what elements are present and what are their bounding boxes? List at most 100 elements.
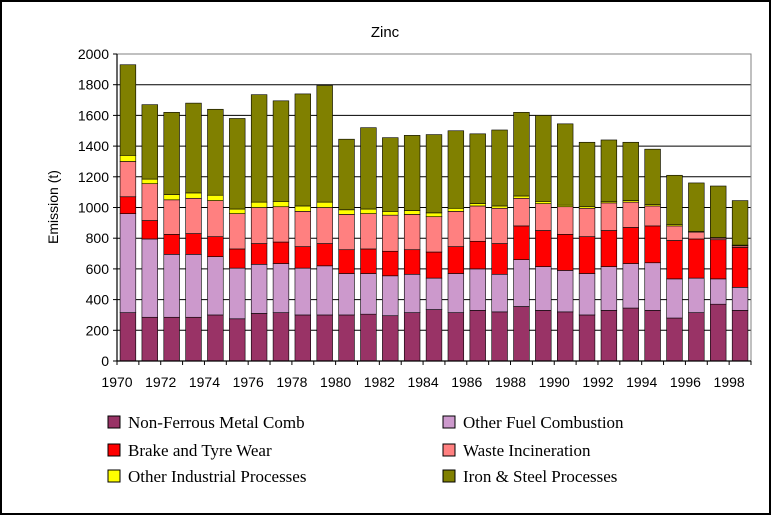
bar-segment-1977-5 bbox=[272, 100, 290, 202]
legend: Non-Ferrous Metal Comb Other Fuel Combust… bbox=[107, 413, 624, 486]
bar-segment-1988-5 bbox=[513, 112, 530, 197]
bar-segment-1974-4 bbox=[207, 194, 224, 201]
bar-segment-1984-5 bbox=[425, 134, 443, 214]
bar-segment-1991-2 bbox=[578, 236, 596, 274]
bar-segment-1993-5 bbox=[622, 141, 639, 201]
bar-segment-1992-2 bbox=[600, 230, 618, 267]
bar-segment-1971-3 bbox=[141, 183, 158, 221]
bar-segment-1986-2 bbox=[469, 240, 486, 270]
bar-segment-1976-5 bbox=[250, 94, 268, 203]
bar-segment-1996-3 bbox=[688, 231, 705, 240]
bar-segment-1984-2 bbox=[425, 251, 443, 279]
bar-segment-1997-0 bbox=[710, 303, 727, 362]
legend-label: Other Industrial Processes bbox=[128, 467, 306, 486]
bar-segment-1981-1 bbox=[360, 273, 377, 315]
bar-segment-1996-1 bbox=[688, 277, 705, 313]
bar-segment-1981-0 bbox=[360, 313, 377, 362]
bar-segment-1977-1 bbox=[272, 263, 290, 313]
bar-segment-1981-3 bbox=[360, 213, 377, 250]
bar-segment-1985-5 bbox=[447, 130, 465, 209]
bar-segment-1981-2 bbox=[360, 248, 377, 274]
bar-segment-1995-3 bbox=[666, 225, 683, 241]
bar-segment-1995-2 bbox=[666, 240, 683, 280]
bar-segment-1970-4 bbox=[119, 155, 137, 162]
y-tick-label: 400 bbox=[86, 292, 110, 308]
bar-segment-1987-3 bbox=[491, 207, 508, 244]
bar-segment-1983-5 bbox=[403, 135, 421, 211]
bar-segment-1994-3 bbox=[644, 205, 661, 227]
bar-segment-1984-4 bbox=[425, 212, 443, 218]
bar-segment-1978-2 bbox=[294, 246, 311, 269]
bar-segment-1979-0 bbox=[316, 314, 333, 362]
bar-segment-1980-0 bbox=[338, 314, 355, 362]
bar-segment-1977-0 bbox=[272, 312, 290, 362]
bar-segment-1987-0 bbox=[491, 311, 508, 362]
y-tick-label: 1800 bbox=[78, 77, 109, 93]
x-tick-label: 1982 bbox=[364, 374, 395, 390]
bar-segment-1990-0 bbox=[557, 311, 574, 362]
bar-segment-1973-5 bbox=[185, 102, 202, 194]
y-axis-label: Emission (t) bbox=[45, 170, 61, 244]
bar-segment-1971-0 bbox=[141, 316, 158, 362]
bar-segment-1985-4 bbox=[447, 207, 465, 212]
bar-segment-1978-0 bbox=[294, 314, 311, 362]
bar-segment-1976-2 bbox=[250, 243, 268, 265]
x-tick-label: 1992 bbox=[582, 374, 613, 390]
x-tick-label: 1988 bbox=[495, 374, 526, 390]
y-tick-label: 200 bbox=[86, 322, 110, 338]
bar-segment-1998-1 bbox=[731, 287, 749, 311]
bar-segment-1984-1 bbox=[425, 277, 443, 310]
legend-swatch bbox=[107, 469, 121, 483]
x-tick-label: 1984 bbox=[407, 374, 438, 390]
bar-segment-1995-5 bbox=[666, 174, 683, 225]
bars bbox=[119, 64, 749, 362]
bar-segment-1985-3 bbox=[447, 211, 465, 247]
bar-segment-1972-4 bbox=[163, 194, 180, 201]
bar-segment-1984-0 bbox=[425, 309, 443, 362]
bar-segment-1980-3 bbox=[338, 214, 355, 251]
bar-segment-1988-0 bbox=[513, 306, 530, 362]
bar-segment-1987-5 bbox=[491, 129, 508, 207]
x-tick-label: 1980 bbox=[320, 374, 351, 390]
bar-segment-1971-4 bbox=[141, 178, 158, 185]
bar-segment-1972-1 bbox=[163, 254, 180, 318]
bar-segment-1992-5 bbox=[600, 139, 618, 202]
bar-segment-1989-5 bbox=[535, 115, 552, 202]
bar-segment-1986-5 bbox=[469, 133, 486, 204]
y-tick-label: 1000 bbox=[78, 200, 109, 216]
bar-segment-1971-5 bbox=[141, 104, 158, 180]
x-tick-label: 1974 bbox=[189, 374, 220, 390]
bar-segment-1993-3 bbox=[622, 201, 639, 228]
bar-segment-1978-3 bbox=[294, 211, 311, 247]
bar-segment-1993-2 bbox=[622, 227, 639, 264]
bar-segment-1991-1 bbox=[578, 273, 596, 316]
bar-segment-1972-0 bbox=[163, 316, 180, 362]
bar-segment-1982-5 bbox=[382, 137, 399, 212]
bar-segment-1994-1 bbox=[644, 262, 661, 311]
bar-segment-1991-5 bbox=[578, 141, 596, 208]
bar-segment-1978-5 bbox=[294, 93, 311, 207]
bar-segment-1973-1 bbox=[185, 254, 202, 318]
bar-segment-1989-3 bbox=[535, 203, 552, 231]
bar-segment-1998-0 bbox=[731, 310, 749, 362]
bar-segment-1976-0 bbox=[250, 313, 268, 362]
bar-segment-1979-1 bbox=[316, 265, 333, 316]
x-tick-label: 1976 bbox=[233, 374, 264, 390]
y-tick-label: 1400 bbox=[78, 138, 109, 154]
legend-swatch bbox=[107, 443, 121, 457]
x-tick-label: 1978 bbox=[276, 374, 307, 390]
bar-segment-1974-3 bbox=[207, 200, 224, 237]
bar-segment-1976-1 bbox=[250, 263, 268, 314]
bar-segment-1972-3 bbox=[163, 199, 180, 235]
bar-segment-1973-3 bbox=[185, 197, 202, 234]
x-tick-label: 1972 bbox=[145, 374, 176, 390]
bar-segment-1975-2 bbox=[229, 248, 246, 269]
bar-segment-1981-4 bbox=[360, 208, 377, 214]
bar-segment-1978-4 bbox=[294, 205, 311, 212]
x-tick-label: 1994 bbox=[626, 374, 657, 390]
bar-segment-1981-5 bbox=[360, 127, 377, 210]
bar-segment-1988-2 bbox=[513, 225, 530, 260]
bar-segment-1977-3 bbox=[272, 206, 290, 243]
y-tick-label: 800 bbox=[86, 230, 110, 246]
x-tick-label: 1996 bbox=[670, 374, 701, 390]
